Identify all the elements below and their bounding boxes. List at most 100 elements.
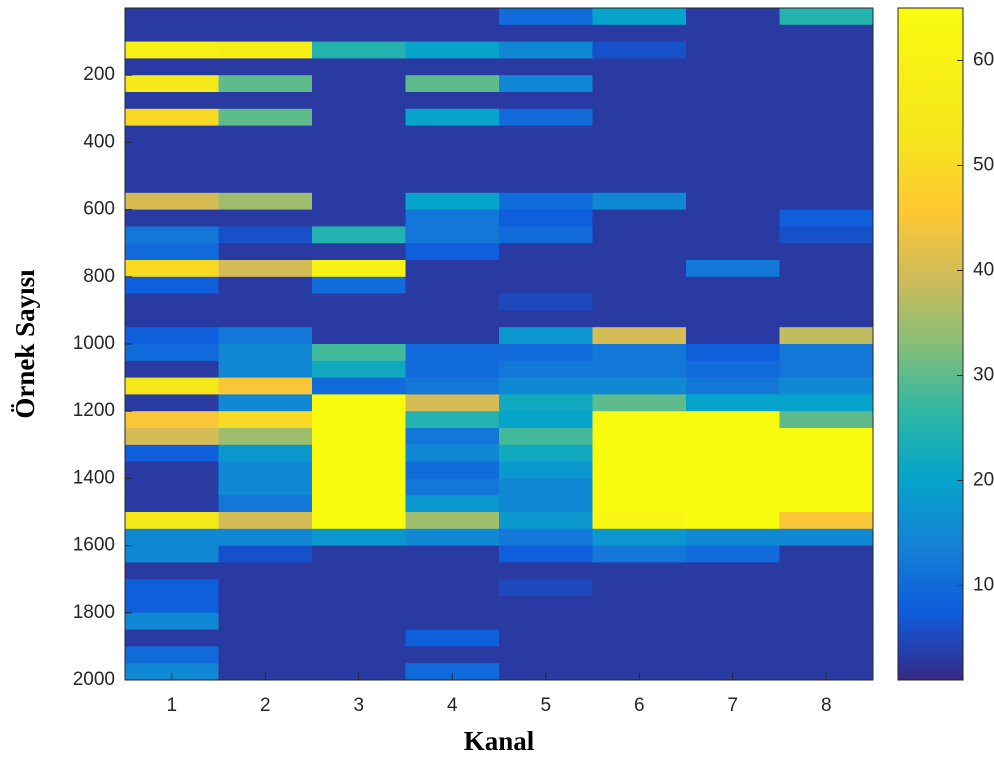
heatmap-cell	[499, 562, 593, 580]
heatmap-cell	[499, 629, 593, 647]
heatmap-cell	[125, 612, 219, 631]
heatmap-cell	[218, 159, 313, 177]
y-axis-label: Örnek Sayısı	[10, 269, 40, 419]
heatmap-cell	[405, 41, 500, 59]
heatmap-cell	[592, 596, 687, 614]
heatmap-cell	[592, 209, 687, 227]
heatmap-cell	[125, 327, 219, 345]
heatmap-cell	[312, 176, 406, 194]
heatmap-cell	[218, 344, 313, 362]
heatmap-cell	[218, 142, 313, 160]
heatmap-cell	[499, 293, 593, 311]
heatmap-cell	[779, 428, 874, 446]
heatmap-cell	[592, 629, 687, 647]
heatmap-cell	[592, 293, 687, 311]
heatmap-cell	[218, 41, 313, 59]
heatmap-cell	[218, 545, 313, 563]
heatmap-cell	[218, 360, 313, 379]
heatmap-cell	[405, 411, 500, 429]
heatmap-cell	[592, 394, 687, 412]
heatmap-cell	[592, 108, 687, 127]
heatmap-cell	[686, 411, 780, 429]
y-tick-label: 1600	[73, 535, 115, 556]
heatmap-cell	[592, 192, 687, 211]
heatmap-cell	[686, 444, 780, 463]
heatmap-cell	[312, 58, 406, 76]
heatmap-cell	[312, 394, 406, 412]
heatmap-cell	[312, 629, 406, 647]
heatmap-cell	[218, 528, 313, 547]
heatmap-cell	[218, 293, 313, 311]
heatmap-cell	[779, 596, 874, 614]
heatmap-cell	[592, 360, 687, 379]
heatmap-cell	[312, 41, 406, 59]
heatmap-cell	[218, 260, 313, 278]
heatmap-cell	[686, 629, 780, 647]
heatmap-cell	[592, 444, 687, 463]
heatmap-cell	[499, 344, 593, 362]
heatmap-cell	[592, 58, 687, 76]
heatmap-cell	[312, 411, 406, 429]
heatmap-cell	[779, 8, 874, 26]
heatmap-cell	[686, 176, 780, 194]
heatmap-cell	[592, 125, 687, 143]
heatmap-cell	[218, 226, 313, 244]
heatmap-cell	[499, 24, 593, 43]
heatmap-cell	[686, 596, 780, 614]
heatmap-cell	[779, 310, 874, 328]
heatmap-cell	[125, 192, 219, 211]
heatmap-cell	[592, 327, 687, 345]
heatmap-cell	[499, 243, 593, 261]
heatmap-cell	[592, 495, 687, 513]
heatmap-cell	[125, 528, 219, 547]
heatmap-cell	[218, 562, 313, 580]
heatmap-cell	[499, 428, 593, 446]
heatmap-cell	[779, 545, 874, 563]
heatmap-cell	[499, 444, 593, 463]
heatmap-cell	[686, 125, 780, 143]
heatmap-cell	[405, 461, 500, 479]
heatmap-cell	[312, 192, 406, 211]
heatmap-cell	[779, 444, 874, 463]
heatmap-cell	[312, 528, 406, 547]
heatmap-cell	[686, 293, 780, 311]
heatmap-cell	[779, 192, 874, 211]
heatmap-cell	[499, 209, 593, 227]
heatmap-cell	[218, 192, 313, 211]
heatmap-cell	[592, 377, 687, 395]
colorbar-tick-label: 20	[973, 470, 994, 491]
heatmap-cell	[125, 663, 219, 681]
heatmap-cell	[592, 75, 687, 93]
heatmap-cell	[499, 663, 593, 681]
heatmap-cell	[686, 108, 780, 127]
heatmap-cell	[125, 276, 219, 295]
heatmap-cell	[125, 377, 219, 395]
heatmap-cell	[779, 276, 874, 295]
heatmap-cell	[686, 562, 780, 580]
heatmap-cell	[779, 360, 874, 379]
heatmap-cell	[312, 360, 406, 379]
heatmap-cell	[499, 495, 593, 513]
heatmap-cell	[405, 58, 500, 76]
heatmap-cell	[779, 226, 874, 244]
y-tick-label: 1400	[73, 467, 115, 488]
heatmap-cell	[405, 75, 500, 93]
heatmap-cell	[218, 24, 313, 43]
heatmap-cell	[592, 310, 687, 328]
heatmap-cell	[218, 377, 313, 395]
heatmap-cell	[499, 461, 593, 479]
heatmap-cell	[312, 327, 406, 345]
heatmap-cell	[405, 629, 500, 647]
heatmap-cell	[125, 142, 219, 160]
heatmap-cell	[405, 360, 500, 379]
heatmap-cell	[125, 260, 219, 278]
heatmap-cell	[499, 545, 593, 563]
heatmap-cell	[686, 528, 780, 547]
heatmap-cell	[686, 310, 780, 328]
heatmap-cell	[499, 327, 593, 345]
heatmap-cell	[686, 394, 780, 412]
heatmap-cell	[218, 596, 313, 614]
heatmap-cell	[592, 562, 687, 580]
heatmap-cell	[218, 629, 313, 647]
